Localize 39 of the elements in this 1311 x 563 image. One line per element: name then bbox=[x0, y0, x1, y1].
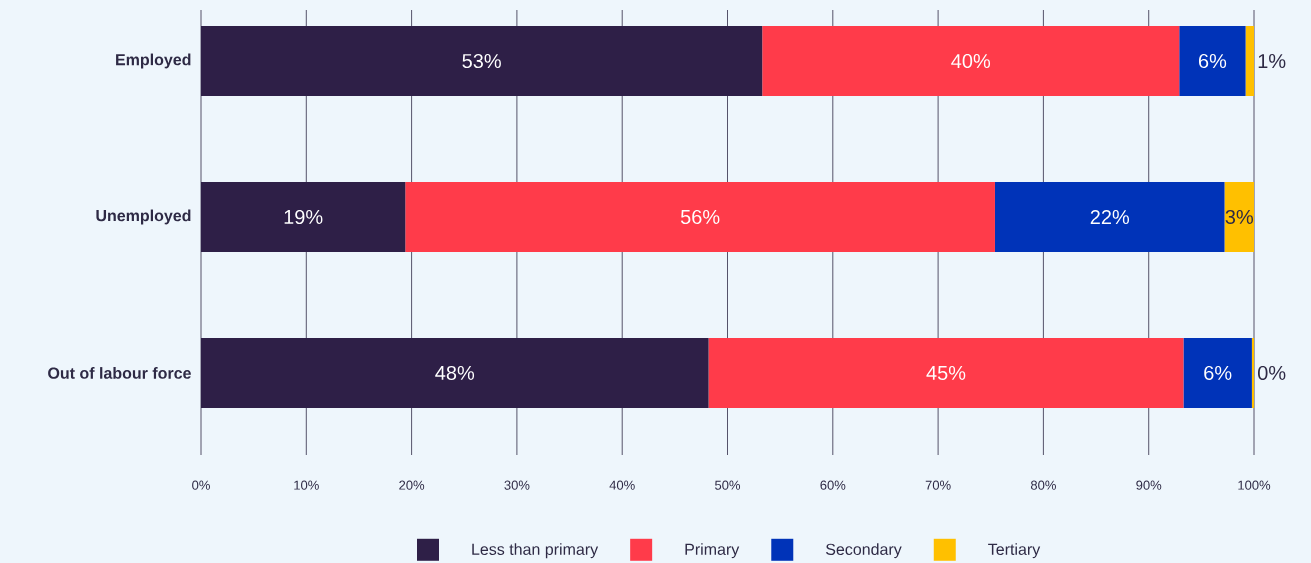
x-tick-label: 100% bbox=[1238, 480, 1271, 490]
data-label: 6% bbox=[1204, 365, 1232, 381]
legend-label: Less than primary bbox=[472, 543, 599, 559]
data-label: 6% bbox=[1198, 53, 1227, 69]
legend-label: Tertiary bbox=[988, 543, 1041, 559]
data-label: 1% bbox=[1258, 54, 1286, 68]
bar bbox=[405, 181, 995, 252]
bar bbox=[762, 26, 1180, 97]
data-label: 0% bbox=[1257, 365, 1286, 381]
x-tick-label: 90% bbox=[1136, 480, 1162, 490]
data-label: 40% bbox=[951, 53, 991, 69]
data-label: 48% bbox=[435, 365, 475, 381]
x-tick-label: 20% bbox=[399, 480, 425, 490]
x-tick-label: 70% bbox=[925, 480, 951, 490]
data-label: 22% bbox=[1090, 209, 1130, 225]
x-tick-label: 0% bbox=[192, 480, 210, 490]
legend-label: Primary bbox=[685, 543, 740, 559]
bar bbox=[1245, 26, 1255, 97]
bar bbox=[994, 181, 1225, 252]
legend-label: Secondary bbox=[825, 543, 902, 559]
data-label: 56% bbox=[680, 209, 720, 225]
x-tick-label: 40% bbox=[609, 480, 635, 490]
x-tick-label: 30% bbox=[504, 480, 530, 490]
x-tick-label: 80% bbox=[1030, 480, 1056, 490]
x-tick-label: 60% bbox=[820, 480, 846, 490]
x-tick-label: 50% bbox=[715, 480, 741, 490]
x-tick-label: 10% bbox=[294, 480, 319, 490]
y-tick-label: Employed bbox=[116, 53, 191, 69]
data-label: 19% bbox=[284, 209, 323, 225]
data-label: 3% bbox=[1225, 209, 1253, 225]
bar bbox=[1251, 337, 1255, 408]
y-tick-label: Out of labour force bbox=[48, 367, 191, 379]
bar bbox=[1224, 181, 1255, 252]
data-label: 53% bbox=[462, 53, 501, 69]
y-tick-label: Unemployed bbox=[96, 209, 191, 225]
bar bbox=[708, 337, 1184, 408]
bar bbox=[1183, 337, 1252, 408]
bar bbox=[1179, 26, 1246, 97]
data-label: 45% bbox=[926, 365, 966, 380]
